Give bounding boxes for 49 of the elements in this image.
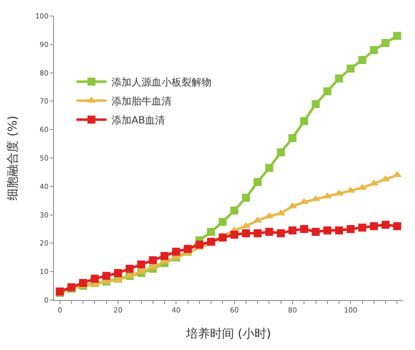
point — [242, 229, 250, 238]
point — [358, 56, 366, 64]
point — [382, 38, 390, 47]
point — [160, 252, 169, 260]
x-axis-title: 培养时间 (小时) — [184, 326, 272, 340]
point — [218, 234, 227, 242]
point — [312, 100, 320, 108]
legend-label: 添加胎牛血清 — [111, 96, 172, 108]
point — [370, 46, 378, 54]
point — [230, 230, 238, 239]
point — [195, 240, 204, 249]
point — [323, 87, 332, 96]
point — [148, 256, 157, 264]
point — [276, 148, 285, 156]
point — [172, 248, 180, 256]
point — [276, 229, 285, 238]
point — [300, 225, 308, 233]
point — [126, 264, 134, 273]
point — [346, 225, 355, 233]
point — [312, 228, 320, 236]
point — [300, 117, 308, 126]
point — [230, 206, 238, 215]
point — [265, 164, 274, 172]
point — [207, 228, 216, 236]
point — [335, 226, 344, 234]
point — [184, 244, 192, 253]
point — [79, 278, 88, 287]
point — [114, 269, 122, 278]
point — [370, 222, 378, 230]
point — [254, 178, 262, 186]
point — [102, 272, 110, 280]
point — [288, 134, 296, 142]
point — [346, 64, 355, 73]
y-axis-title: 细胞融合度 (%) — [6, 116, 20, 200]
legend-label: 添加人源血小板裂解物 — [111, 76, 212, 89]
point — [137, 260, 146, 268]
point — [358, 224, 366, 232]
legend-label: 添加AB血清 — [111, 114, 166, 127]
point — [90, 274, 99, 283]
point — [393, 32, 402, 40]
point — [335, 74, 344, 82]
point — [288, 226, 296, 234]
point — [382, 220, 390, 229]
point — [242, 194, 250, 202]
point — [323, 226, 332, 234]
point — [254, 229, 262, 238]
point — [265, 228, 274, 236]
point — [218, 218, 227, 226]
point — [393, 222, 402, 230]
